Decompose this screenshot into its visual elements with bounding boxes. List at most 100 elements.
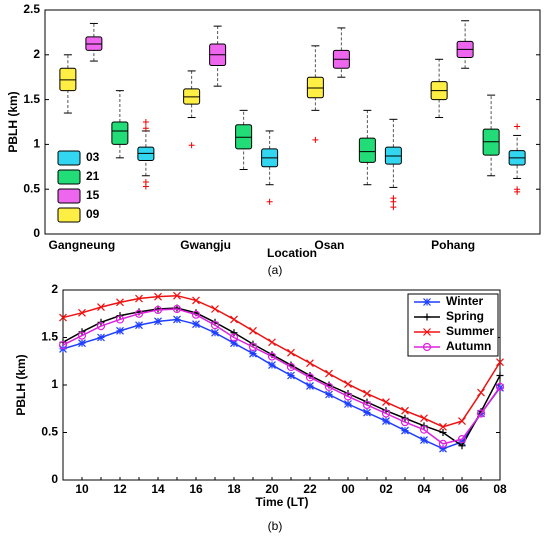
x-tick-label: Osan xyxy=(314,238,344,252)
marker xyxy=(192,296,200,305)
x-tick-label: 00 xyxy=(341,482,355,496)
marker xyxy=(496,358,504,367)
x-tick-label: 12 xyxy=(113,482,127,496)
marker xyxy=(229,333,239,342)
marker xyxy=(210,321,220,330)
marker xyxy=(96,322,106,331)
marker xyxy=(325,369,333,378)
series-line xyxy=(62,318,501,450)
marker xyxy=(381,409,391,418)
x-tick-label: Pohang xyxy=(431,238,475,252)
marker xyxy=(115,315,125,324)
marker xyxy=(287,371,295,380)
marker xyxy=(344,400,352,408)
y-axis-label: PBLH (km) xyxy=(6,91,20,152)
marker xyxy=(363,408,371,417)
legend-swatch xyxy=(57,169,81,185)
marker xyxy=(173,291,181,300)
x-tick-label: 08 xyxy=(493,482,507,496)
caption: (a) xyxy=(268,263,283,277)
marker xyxy=(423,298,431,306)
marker xyxy=(363,389,371,398)
marker xyxy=(324,382,334,391)
marker xyxy=(458,438,466,446)
y-tick-label: 2 xyxy=(33,47,40,61)
y-tick-label: 2 xyxy=(51,282,58,296)
marker xyxy=(382,398,390,407)
marker xyxy=(476,409,486,418)
x-tick-label: 22 xyxy=(303,482,317,496)
x-tick-label: Gwangju xyxy=(180,238,231,252)
y-tick-label: 0 xyxy=(51,472,58,486)
marker xyxy=(172,304,182,314)
legend-swatch xyxy=(57,207,81,223)
marker xyxy=(249,349,257,358)
marker xyxy=(77,331,87,340)
marker xyxy=(362,400,372,410)
x-tick-label: 16 xyxy=(189,482,203,496)
outlier xyxy=(188,142,195,149)
marker xyxy=(305,373,315,382)
plot-frame xyxy=(44,9,541,235)
marker xyxy=(400,417,410,427)
marker xyxy=(59,313,67,322)
outlier xyxy=(514,123,521,130)
x-axis-label: Time (LT) xyxy=(256,495,309,509)
marker xyxy=(477,388,485,397)
marker xyxy=(419,425,429,434)
y-tick-label: 0.5 xyxy=(41,425,58,439)
marker xyxy=(496,372,504,379)
marker xyxy=(495,382,505,391)
marker xyxy=(458,417,466,426)
marker xyxy=(343,392,353,401)
outlier xyxy=(142,119,149,125)
legend-box xyxy=(407,293,499,357)
legend-swatch xyxy=(57,150,81,166)
marker xyxy=(287,348,295,357)
marker xyxy=(154,317,162,326)
marker xyxy=(230,329,238,337)
outlier xyxy=(266,198,273,205)
marker xyxy=(401,426,409,435)
marker xyxy=(286,362,296,372)
legend-label: Summer xyxy=(446,324,494,338)
marker xyxy=(78,339,86,348)
outlier xyxy=(390,204,397,211)
marker xyxy=(325,390,333,399)
marker xyxy=(191,310,201,319)
marker xyxy=(230,315,238,324)
marker xyxy=(97,333,105,342)
outlier xyxy=(312,136,319,143)
x-tick-label: 06 xyxy=(455,482,469,496)
marker xyxy=(457,435,467,444)
marker xyxy=(423,328,431,336)
marker xyxy=(135,294,143,303)
x-tick-label: 10 xyxy=(75,482,89,496)
marker xyxy=(306,382,314,390)
x-tick-label: Gangneung xyxy=(49,238,116,252)
y-tick-label: 1 xyxy=(33,137,40,151)
caption: (b) xyxy=(268,519,283,533)
marker xyxy=(211,328,219,337)
marker xyxy=(211,305,219,313)
marker xyxy=(97,303,105,312)
y-tick-label: 2.5 xyxy=(23,2,40,16)
marker xyxy=(116,298,124,307)
legend-label: Spring xyxy=(446,309,484,323)
x-tick-label: 14 xyxy=(151,482,165,496)
legend-label: Autumn xyxy=(446,339,491,353)
legend-label: 09 xyxy=(86,207,100,221)
marker xyxy=(458,442,466,450)
x-axis-label: Location xyxy=(267,246,317,260)
box xyxy=(358,137,376,163)
y-tick-label: 1.5 xyxy=(41,330,58,344)
outlier xyxy=(142,125,149,132)
y-tick-label: 0 xyxy=(33,226,40,240)
outlier xyxy=(142,183,149,190)
marker xyxy=(382,417,390,426)
marker xyxy=(173,315,181,324)
marker xyxy=(58,341,68,350)
x-tick-label: 02 xyxy=(379,482,393,496)
marker xyxy=(230,339,238,348)
marker xyxy=(306,359,314,368)
